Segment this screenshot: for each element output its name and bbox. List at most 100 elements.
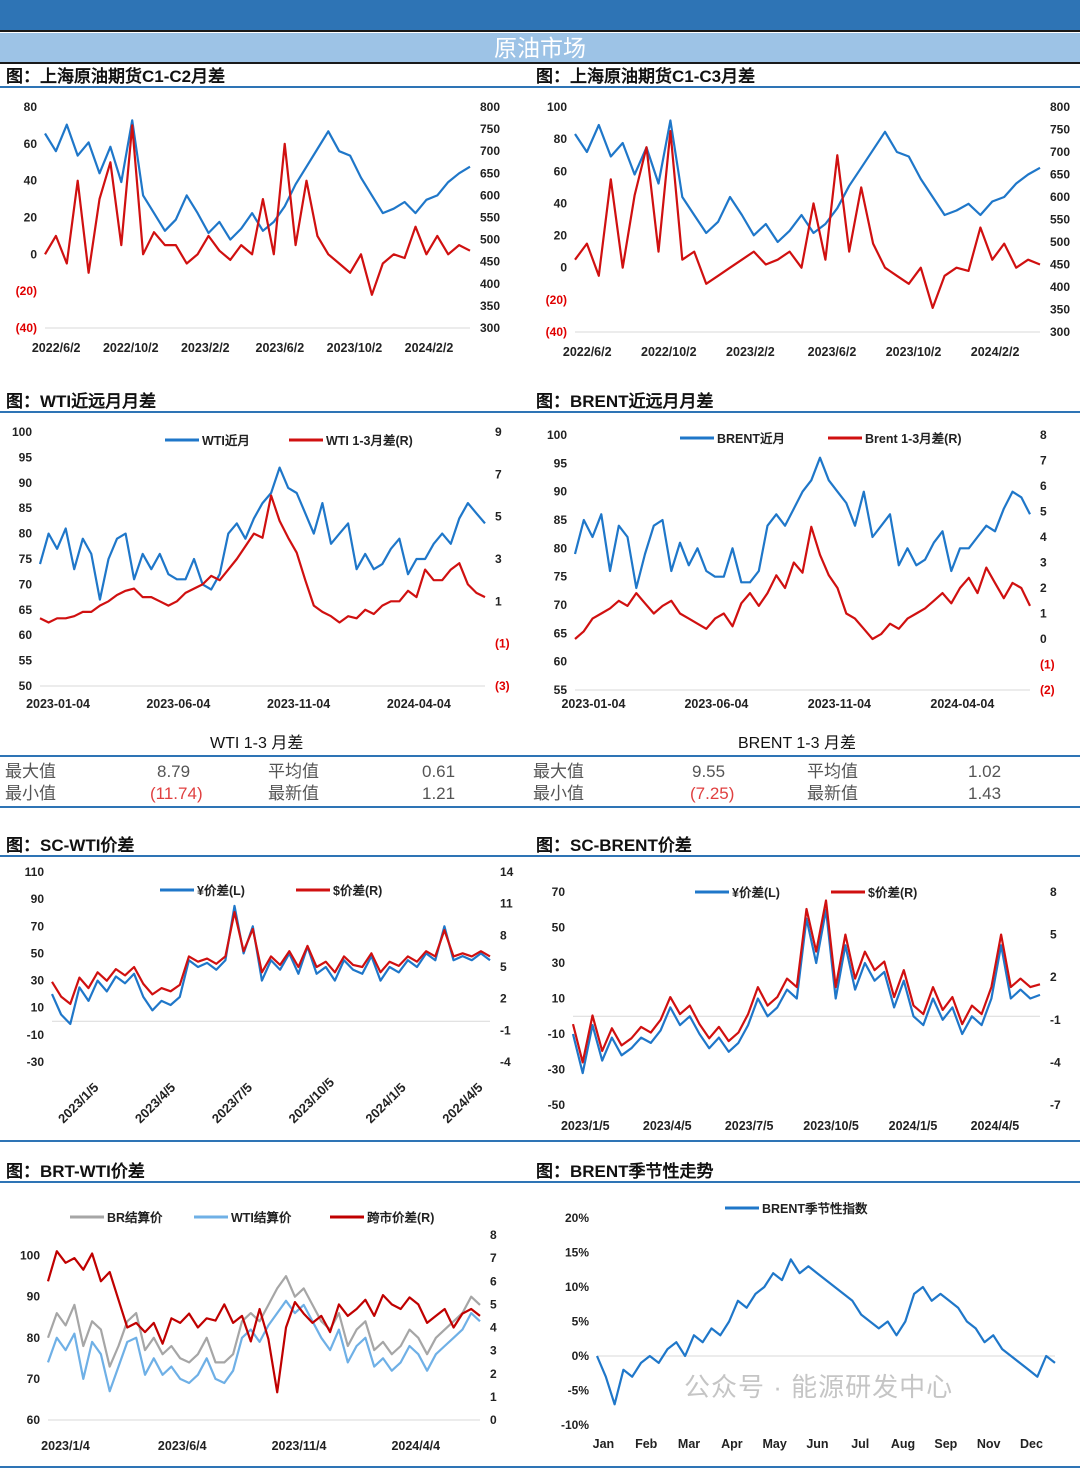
x-tick-label: 2023/7/5 xyxy=(209,1080,255,1126)
y-right-tick-label: 600 xyxy=(1050,190,1070,204)
y-right-tick-label: 500 xyxy=(480,233,500,247)
y-left-tick-label: -50 xyxy=(548,1098,566,1112)
y-left-tick-label: 5% xyxy=(572,1315,590,1329)
x-tick-label: 2023-01-04 xyxy=(561,697,625,711)
y-left-tick-label: 75 xyxy=(554,570,568,584)
x-tick-label: 2024/4/4 xyxy=(391,1439,440,1453)
y-right-tick-label: 14 xyxy=(500,865,514,879)
y-left-tick-label: 60 xyxy=(19,628,33,642)
y-right-tick-label: 4 xyxy=(490,1321,497,1335)
y-right-tick-label: 600 xyxy=(480,188,500,202)
y-right-tick-label: 9 xyxy=(495,425,502,439)
y-left-tick-label: (20) xyxy=(16,284,37,298)
legend-label: Brent 1-3月差(R) xyxy=(865,431,962,446)
y-left-tick-label: 90 xyxy=(31,892,45,906)
chart-title-c6: 图：SC-BRENT价差 xyxy=(530,835,1080,857)
y-left-tick-label: -30 xyxy=(27,1055,45,1069)
chart-title-c5: 图：SC-WTI价差 xyxy=(0,835,530,857)
series-line-1 xyxy=(46,1299,481,1393)
y-left-tick-label: (20) xyxy=(546,293,567,307)
y-left-tick-label: 20 xyxy=(24,211,38,225)
chart-brent-spread: 100959085807570656055876543210(1)(2)2023… xyxy=(547,428,1055,711)
y-left-tick-label: 10 xyxy=(552,992,566,1006)
x-tick-label: 2024/1/5 xyxy=(889,1119,938,1133)
y-left-tick-label: 40 xyxy=(554,196,568,210)
y-left-tick-label: -30 xyxy=(548,1063,566,1077)
y-left-tick-label: (40) xyxy=(546,325,567,339)
x-tick-label: Jun xyxy=(806,1437,828,1451)
legend-label: ¥价差(L) xyxy=(197,883,245,898)
top-banner xyxy=(0,0,1080,32)
series-line-2 xyxy=(46,1250,481,1394)
y-right-tick-label: 3 xyxy=(495,552,502,566)
series-line-1 xyxy=(51,911,491,1005)
y-left-tick-label: 70 xyxy=(552,885,566,899)
chart-title-c8: 图：BRENT季节性走势 xyxy=(530,1161,1080,1183)
y-right-tick-label: 8 xyxy=(490,1228,497,1242)
y-left-tick-label: 50 xyxy=(31,946,45,960)
chart-sc-wti: 110 90 70 50 30 10 -10 -30 14 11 8 5 2 -1 -4 2023/1/5 20… xyxy=(25,865,514,1126)
y-left-tick-label: 10% xyxy=(565,1280,589,1294)
y-right-tick-label: 350 xyxy=(480,299,500,313)
y-left-tick-label: 95 xyxy=(19,450,33,464)
wti-latest: 1.21 xyxy=(422,784,456,803)
x-tick-label: Mar xyxy=(678,1437,700,1451)
y-left-tick-label: 15% xyxy=(565,1246,589,1260)
x-tick-label: Nov xyxy=(977,1437,1001,1451)
wti-avg: 0.61 xyxy=(422,762,456,781)
y-right-tick-label: 5 xyxy=(500,960,507,974)
y-right-tick-label: 400 xyxy=(1050,280,1070,294)
x-tick-label: 2024/1/5 xyxy=(362,1080,408,1126)
brent-max: 9.55 xyxy=(692,762,726,781)
y-right-tick-label: 750 xyxy=(1050,123,1070,137)
y-right-tick-label: 3 xyxy=(1040,556,1047,570)
y-left-tick-label: 50 xyxy=(552,921,566,935)
y-right-tick-label: (1) xyxy=(495,637,510,651)
y-left-tick-label: 60 xyxy=(554,655,568,669)
divider xyxy=(0,1466,1080,1468)
series-line-1 xyxy=(571,899,1041,1064)
brent-min-label: 最小值 xyxy=(533,784,584,803)
x-tick-label: 2023/6/2 xyxy=(808,345,857,359)
wti-avg-label: 平均值 xyxy=(268,762,319,781)
y-left-tick-label: 90 xyxy=(27,1290,41,1304)
y-left-tick-label: 55 xyxy=(19,654,33,668)
series-line-0 xyxy=(50,904,491,1026)
y-left-tick-label: -10 xyxy=(27,1028,45,1042)
legend-label: WTI结算价 xyxy=(231,1210,292,1225)
x-tick-label: 2023/1/4 xyxy=(41,1439,90,1453)
y-left-tick-label: 75 xyxy=(19,552,33,566)
series-line-0 xyxy=(595,1258,1056,1406)
y-right-tick-label: 11 xyxy=(500,897,513,911)
divider xyxy=(0,1140,1080,1142)
chart-brt-wti: 100 90 80 70 60 8 7 6 5 4 3 2 1 0 2023/1/4 2023/6/4 2023… xyxy=(20,1210,497,1453)
series-line-1 xyxy=(39,494,486,624)
series-line-1 xyxy=(574,525,1031,641)
y-left-tick-label: 40 xyxy=(24,174,38,188)
y-left-tick-label: -10% xyxy=(561,1418,589,1432)
y-left-tick-label: -10 xyxy=(548,1027,566,1041)
y-left-tick-label: 85 xyxy=(19,501,33,515)
y-left-tick-label: 20 xyxy=(554,229,568,243)
chart-sc-c1-c3: 100 80 60 40 20 0 (20) (40) 800 750 700 650 600 550 50… xyxy=(546,100,1071,359)
y-left-tick-label: 55 xyxy=(554,683,568,697)
series-line-0 xyxy=(574,119,1041,244)
x-tick-label: Sep xyxy=(934,1437,957,1451)
y-right-tick-label: (1) xyxy=(1040,658,1055,672)
y-right-tick-label: 650 xyxy=(480,166,500,180)
x-tick-label: 2023-06-04 xyxy=(146,697,210,711)
x-tick-label: 2022/10/2 xyxy=(641,345,697,359)
chart-title-c1: 图：上海原油期货C1-C2月差 xyxy=(0,66,530,88)
x-tick-label: 2024-04-04 xyxy=(387,697,451,711)
wti-min-label: 最小值 xyxy=(5,784,56,803)
y-left-tick-label: 0 xyxy=(560,261,567,275)
y-left-tick-label: 60 xyxy=(27,1413,41,1427)
y-right-tick-label: 0 xyxy=(1040,632,1047,646)
y-left-tick-label: 100 xyxy=(20,1249,40,1263)
y-right-tick-label: 550 xyxy=(1050,213,1070,227)
legend-label: $价差(R) xyxy=(333,883,382,898)
x-tick-label: 2023/4/5 xyxy=(643,1119,692,1133)
y-right-tick-label: 6 xyxy=(490,1274,497,1288)
y-right-tick-label: -7 xyxy=(1050,1098,1061,1112)
y-right-tick-label: 5 xyxy=(1040,505,1047,519)
